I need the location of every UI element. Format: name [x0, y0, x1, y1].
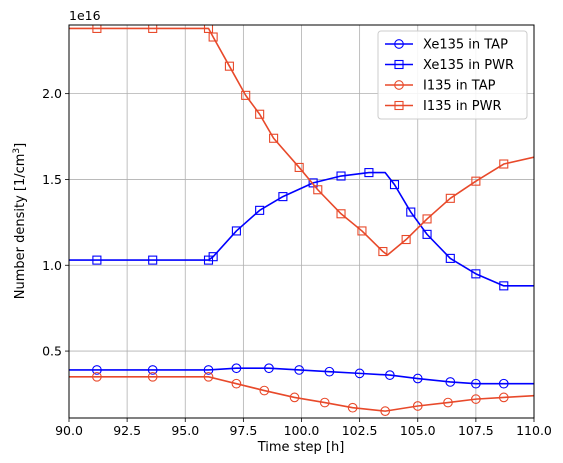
- y-tick-label: 1.0: [42, 258, 62, 273]
- y-offset-text: 1e16: [69, 8, 101, 23]
- x-tick-label: 95.0: [171, 423, 199, 438]
- y-tick-label: 1.5: [42, 172, 62, 187]
- x-tick-label: 100.0: [284, 423, 320, 438]
- x-tick-label: 105.0: [400, 423, 436, 438]
- x-tick-label: 110.0: [516, 423, 552, 438]
- x-tick-label: 107.5: [458, 423, 494, 438]
- x-tick-label: 97.5: [229, 423, 257, 438]
- legend-label: Xe135 in PWR: [423, 58, 514, 73]
- y-tick-label: 2.0: [42, 86, 62, 101]
- legend-label: I135 in PWR: [423, 99, 502, 114]
- x-tick-label: 102.5: [342, 423, 378, 438]
- y-axis-label-prefix: Number density [1/cm: [13, 154, 28, 300]
- x-tick-label: 92.5: [113, 423, 141, 438]
- legend: Xe135 in TAP Xe135 in PWR I135 in TAP I135 …: [378, 31, 527, 119]
- legend-label: I135 in TAP: [423, 79, 496, 94]
- x-axis-label: Time step [h]: [257, 440, 345, 455]
- legend-label: Xe135 in TAP: [423, 38, 508, 53]
- y-axis-label-suffix: ]: [13, 143, 28, 148]
- y-axis-label: Number density [1/cm3]: [12, 143, 28, 300]
- y-tick-label: 0.5: [42, 344, 62, 359]
- x-tick-label: 90.0: [55, 423, 83, 438]
